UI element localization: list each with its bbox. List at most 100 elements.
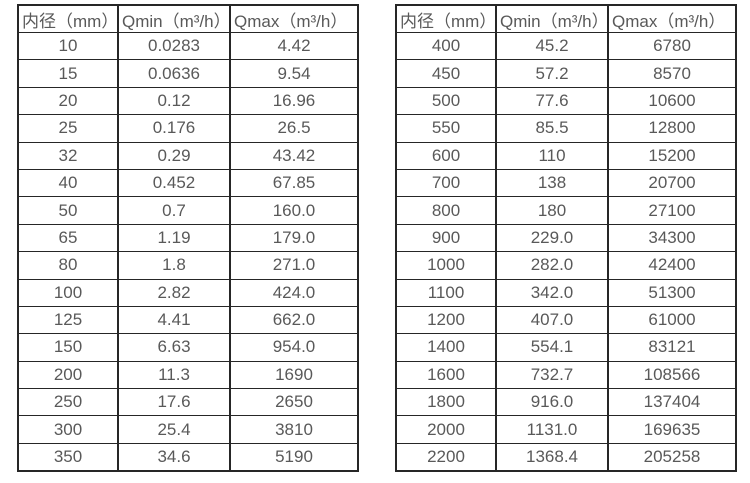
table-row: 50 0.7 160.0 bbox=[17, 196, 359, 225]
table-cell: 51300 bbox=[607, 278, 737, 307]
table-cell: 205258 bbox=[607, 442, 737, 472]
table-cell: 0.29 bbox=[117, 141, 231, 170]
table-cell: 1000 bbox=[395, 251, 497, 280]
table-cell: 110 bbox=[495, 141, 609, 170]
table-cell: 180 bbox=[495, 196, 609, 225]
table-cell: 137404 bbox=[607, 388, 737, 417]
table-row: 800 180 27100 bbox=[395, 196, 737, 225]
table-cell: 0.0283 bbox=[117, 31, 231, 61]
table-cell: 250 bbox=[17, 388, 119, 417]
table-cell: 300 bbox=[17, 415, 119, 444]
table-cell: 34300 bbox=[607, 223, 737, 253]
column-header-inner-diameter: 内径（mm） bbox=[395, 4, 497, 33]
table-cell: 5190 bbox=[229, 442, 359, 472]
table-cell: 900 bbox=[395, 223, 497, 253]
column-header-qmin: Qmin（m³/h） bbox=[117, 4, 231, 33]
table-row: 2200 1368.4 205258 bbox=[395, 442, 737, 472]
table-row: 1100 342.0 51300 bbox=[395, 278, 737, 307]
table-cell: 662.0 bbox=[229, 305, 359, 335]
table-cell: 32 bbox=[17, 141, 119, 170]
table-cell: 229.0 bbox=[495, 223, 609, 253]
table-cell: 12800 bbox=[607, 114, 737, 143]
table-cell: 25 bbox=[17, 114, 119, 143]
table-cell: 954.0 bbox=[229, 333, 359, 362]
table-cell: 0.452 bbox=[117, 168, 231, 198]
table-cell: 1400 bbox=[395, 333, 497, 362]
table-row: 65 1.19 179.0 bbox=[17, 223, 359, 253]
table-cell: 271.0 bbox=[229, 251, 359, 280]
table-cell: 1600 bbox=[395, 360, 497, 390]
table-cell: 169635 bbox=[607, 415, 737, 444]
table-cell: 80 bbox=[17, 251, 119, 280]
table-cell: 3810 bbox=[229, 415, 359, 444]
table-cell: 16.96 bbox=[229, 86, 359, 116]
table-body: 10 0.0283 4.42 15 0.0636 9.54 20 0.12 16.96 25 0.1… bbox=[17, 31, 359, 472]
table-cell: 600 bbox=[395, 141, 497, 170]
table-cell: 20700 bbox=[607, 168, 737, 198]
table-cell: 2650 bbox=[229, 388, 359, 417]
column-header-inner-diameter: 内径（mm） bbox=[17, 4, 119, 33]
table-row: 1200 407.0 61000 bbox=[395, 305, 737, 335]
column-header-qmin: Qmin（m³/h） bbox=[495, 4, 609, 33]
table-cell: 108566 bbox=[607, 360, 737, 390]
table-body: 400 45.2 6780 450 57.2 8570 500 77.6 10600 550 85.… bbox=[395, 31, 737, 472]
table-row: 25 0.176 26.5 bbox=[17, 114, 359, 143]
table-row: 100 2.82 424.0 bbox=[17, 278, 359, 307]
table-cell: 0.12 bbox=[117, 86, 231, 116]
table-cell: 4.41 bbox=[117, 305, 231, 335]
table-cell: 138 bbox=[495, 168, 609, 198]
table-cell: 1131.0 bbox=[495, 415, 609, 444]
table-cell: 342.0 bbox=[495, 278, 609, 307]
table-cell: 11.3 bbox=[117, 360, 231, 390]
table-cell: 10 bbox=[17, 31, 119, 61]
table-cell: 15200 bbox=[607, 141, 737, 170]
table-cell: 43.42 bbox=[229, 141, 359, 170]
table-cell: 57.2 bbox=[495, 59, 609, 88]
table-cell: 450 bbox=[395, 59, 497, 88]
table-cell: 67.85 bbox=[229, 168, 359, 198]
table-cell: 400 bbox=[395, 31, 497, 61]
table-cell: 20 bbox=[17, 86, 119, 116]
table-row: 600 110 15200 bbox=[395, 141, 737, 170]
table-cell: 83121 bbox=[607, 333, 737, 362]
table-cell: 77.6 bbox=[495, 86, 609, 116]
table-cell: 6.63 bbox=[117, 333, 231, 362]
table-cell: 34.6 bbox=[117, 442, 231, 472]
table-row: 900 229.0 34300 bbox=[395, 223, 737, 253]
table-row: 20 0.12 16.96 bbox=[17, 86, 359, 116]
table-cell: 200 bbox=[17, 360, 119, 390]
table-cell: 350 bbox=[17, 442, 119, 472]
table-cell: 25.4 bbox=[117, 415, 231, 444]
table-cell: 800 bbox=[395, 196, 497, 225]
column-header-qmax: Qmax（m³/h） bbox=[607, 4, 737, 33]
table-cell: 65 bbox=[17, 223, 119, 253]
table-cell: 282.0 bbox=[495, 251, 609, 280]
table-row: 400 45.2 6780 bbox=[395, 31, 737, 61]
table-row: 10 0.0283 4.42 bbox=[17, 31, 359, 61]
table-cell: 2000 bbox=[395, 415, 497, 444]
table-row: 15 0.0636 9.54 bbox=[17, 59, 359, 88]
table-cell: 10600 bbox=[607, 86, 737, 116]
table-cell: 6780 bbox=[607, 31, 737, 61]
table-cell: 407.0 bbox=[495, 305, 609, 335]
table-cell: 26.5 bbox=[229, 114, 359, 143]
table-cell: 1100 bbox=[395, 278, 497, 307]
table-cell: 4.42 bbox=[229, 31, 359, 61]
table-cell: 916.0 bbox=[495, 388, 609, 417]
table-row: 1000 282.0 42400 bbox=[395, 251, 737, 280]
table-cell: 700 bbox=[395, 168, 497, 198]
flow-rate-table-small-diameters: 内径（mm） Qmin（m³/h） Qmax（m³/h） 10 0.0283 4.4… bbox=[17, 4, 359, 473]
table-row: 32 0.29 43.42 bbox=[17, 141, 359, 170]
table-cell: 15 bbox=[17, 59, 119, 88]
table-row: 1400 554.1 83121 bbox=[395, 333, 737, 362]
table-cell: 1690 bbox=[229, 360, 359, 390]
table-cell: 0.7 bbox=[117, 196, 231, 225]
table-row: 2000 1131.0 169635 bbox=[395, 415, 737, 444]
table-cell: 0.176 bbox=[117, 114, 231, 143]
table-cell: 550 bbox=[395, 114, 497, 143]
table-cell: 179.0 bbox=[229, 223, 359, 253]
table-cell: 27100 bbox=[607, 196, 737, 225]
table-cell: 125 bbox=[17, 305, 119, 335]
table-row: 500 77.6 10600 bbox=[395, 86, 737, 116]
